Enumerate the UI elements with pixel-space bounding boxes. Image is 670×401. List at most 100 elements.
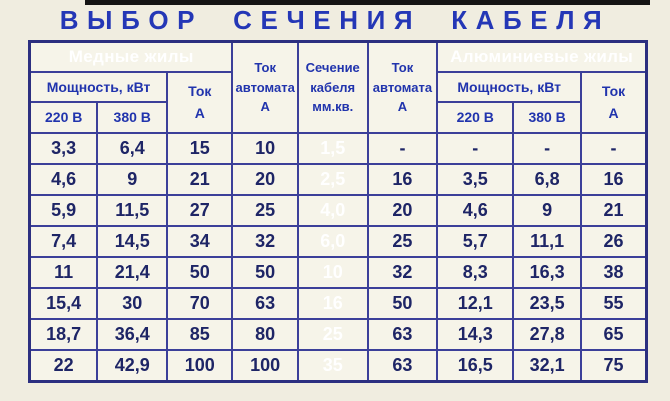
table-cell: 11,5 bbox=[96, 193, 169, 227]
table-cell: 3,3 bbox=[28, 131, 99, 165]
breaker-current-header-left-line1: Ток bbox=[254, 60, 276, 75]
table-cell: 7,4 bbox=[28, 224, 99, 258]
cable-section-cell: 6,0 bbox=[296, 224, 369, 258]
table-cell: 100 bbox=[166, 348, 234, 383]
table-cell: 20 bbox=[366, 193, 439, 227]
table-cell: - bbox=[580, 131, 648, 165]
table-cell: 11,1 bbox=[512, 224, 583, 258]
breaker-current-header-left-line2: автомата bbox=[235, 79, 295, 95]
breaker-current-header-left: Ток автомата А bbox=[231, 40, 299, 134]
table-cell: 80 bbox=[231, 317, 299, 351]
table-cell: 21 bbox=[166, 162, 234, 196]
cable-section-header: Сечение кабеля мм.кв. bbox=[296, 40, 369, 134]
table-cell: 63 bbox=[366, 348, 439, 383]
table-row: 3,3 6,4 15 10 1,5 - - - - bbox=[28, 131, 648, 165]
cable-section-header-line3: мм.кв. bbox=[312, 99, 354, 114]
table-cell: 15 bbox=[166, 131, 234, 165]
current-header-aluminum: Ток А bbox=[580, 70, 648, 134]
table-cell: 23,5 bbox=[512, 286, 583, 320]
breaker-current-header-right-line2: автомата bbox=[372, 79, 433, 95]
table-cell: 50 bbox=[166, 255, 234, 289]
table-cell: 5,7 bbox=[436, 224, 515, 258]
table-cell: 50 bbox=[366, 286, 439, 320]
table-cell: 15,4 bbox=[28, 286, 99, 320]
table-cell: 34 bbox=[166, 224, 234, 258]
voltage-380-aluminum: 380 В bbox=[512, 100, 583, 134]
table-cell: 85 bbox=[166, 317, 234, 351]
table-cell: 3,5 bbox=[436, 162, 515, 196]
table-cell: 20 bbox=[231, 162, 299, 196]
breaker-current-header-left-line3: А bbox=[260, 99, 270, 114]
cable-section-cell: 10 bbox=[296, 255, 369, 289]
cable-selection-table: Медные жилы Ток автомата А Сечение кабел… bbox=[28, 40, 648, 383]
table-cell: 11 bbox=[28, 255, 99, 289]
breaker-current-header-right: Ток автомата А bbox=[366, 40, 439, 134]
table-cell: 42,9 bbox=[96, 348, 169, 383]
table-cell: 75 bbox=[580, 348, 648, 383]
table-row: 15,4 30 70 63 16 50 12,1 23,5 55 bbox=[28, 286, 648, 320]
current-header-aluminum-line2: А bbox=[608, 105, 619, 121]
table-cell: 32 bbox=[366, 255, 439, 289]
table-cell: 16 bbox=[366, 162, 439, 196]
table-header-row: Медные жилы Ток автомата А Сечение кабел… bbox=[28, 40, 648, 134]
table-cell: 70 bbox=[166, 286, 234, 320]
cable-section-header-line1: Сечение bbox=[305, 60, 360, 75]
table-cell: 4,6 bbox=[28, 162, 99, 196]
table-cell: 21 bbox=[580, 193, 648, 227]
table-cell: 100 bbox=[231, 348, 299, 383]
scan-edge-artifact bbox=[85, 0, 650, 5]
table-cell: - bbox=[436, 131, 515, 165]
table-row: 7,4 14,5 34 32 6,0 25 5,7 11,1 26 bbox=[28, 224, 648, 258]
table-cell: 27 bbox=[166, 193, 234, 227]
table-cell: 25 bbox=[231, 193, 299, 227]
table-cell: 12,1 bbox=[436, 286, 515, 320]
table-cell: 32,1 bbox=[512, 348, 583, 383]
table-cell: 65 bbox=[580, 317, 648, 351]
current-header-copper: Ток А bbox=[166, 70, 234, 134]
table-cell: 55 bbox=[580, 286, 648, 320]
table-cell: 50 bbox=[231, 255, 299, 289]
copper-section-header: Медные жилы bbox=[28, 40, 234, 73]
table-cell: 63 bbox=[231, 286, 299, 320]
table-cell: 16,3 bbox=[512, 255, 583, 289]
cable-section-cell: 35 bbox=[296, 348, 369, 383]
table-cell: 63 bbox=[366, 317, 439, 351]
table-cell: 38 bbox=[580, 255, 648, 289]
current-header-copper-line2: А bbox=[194, 105, 205, 121]
table-row: 5,9 11,5 27 25 4,0 20 4,6 9 21 bbox=[28, 193, 648, 227]
table-cell: - bbox=[512, 131, 583, 165]
table-cell: 18,7 bbox=[28, 317, 99, 351]
table-cell: 14,3 bbox=[436, 317, 515, 351]
cable-section-cell: 1,5 bbox=[296, 131, 369, 165]
power-header-copper: Мощность, кВт bbox=[28, 70, 169, 103]
current-header-copper-line1: Ток bbox=[188, 82, 212, 99]
table-cell: 26 bbox=[580, 224, 648, 258]
cable-section-cell: 25 bbox=[296, 317, 369, 351]
table-cell: 6,8 bbox=[512, 162, 583, 196]
table-cell: 9 bbox=[512, 193, 583, 227]
table-cell: 30 bbox=[96, 286, 169, 320]
table-cell: 16,5 bbox=[436, 348, 515, 383]
power-header-aluminum: Мощность, кВт bbox=[436, 70, 583, 103]
table-cell: 10 bbox=[231, 131, 299, 165]
table-cell: 9 bbox=[96, 162, 169, 196]
voltage-220-aluminum: 220 В bbox=[436, 100, 515, 134]
breaker-current-header-right-line3: А bbox=[397, 99, 408, 114]
page-title: ВЫБОР СЕЧЕНИЯ КАБЕЛЯ bbox=[59, 5, 611, 35]
cable-section-header-line2: кабеля bbox=[310, 79, 356, 95]
table-row: 18,7 36,4 85 80 25 63 14,3 27,8 65 bbox=[28, 317, 648, 351]
cable-section-cell: 4,0 bbox=[296, 193, 369, 227]
cable-section-cell: 16 bbox=[296, 286, 369, 320]
table-cell: 14,5 bbox=[96, 224, 169, 258]
table-cell: 25 bbox=[366, 224, 439, 258]
table-row: 22 42,9 100 100 35 63 16,5 32,1 75 bbox=[28, 348, 648, 383]
table-cell: - bbox=[366, 131, 439, 165]
breaker-current-header-right-line1: Ток bbox=[391, 60, 414, 75]
table-cell: 36,4 bbox=[96, 317, 169, 351]
table-cell: 22 bbox=[28, 348, 99, 383]
current-header-aluminum-line1: Ток bbox=[601, 82, 626, 99]
table-cell: 5,9 bbox=[28, 193, 99, 227]
table-header-row: 220 В 380 В 220 В 380 В bbox=[28, 100, 647, 134]
table-cell: 4,6 bbox=[436, 193, 515, 227]
